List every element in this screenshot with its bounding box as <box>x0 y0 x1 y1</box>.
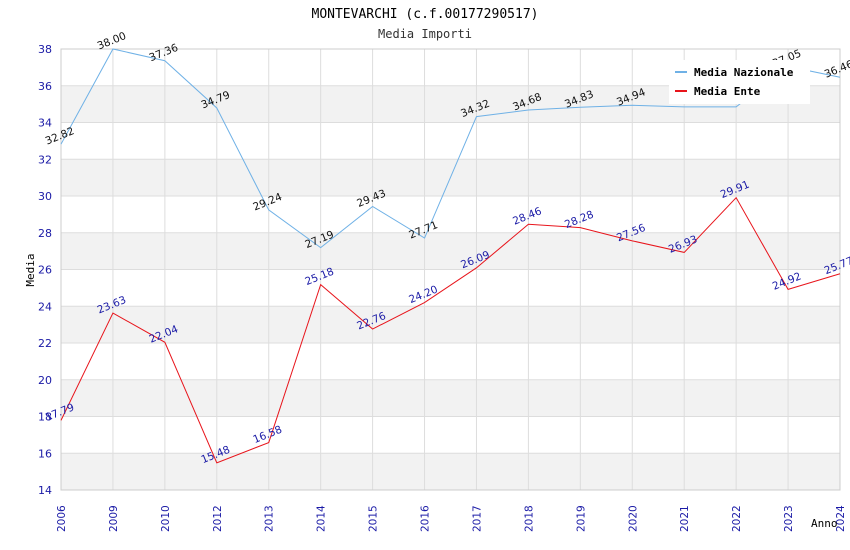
x-tick-label: 2015 <box>368 505 380 532</box>
y-tick-label: 32 <box>38 153 52 166</box>
legend-label: Media Nazionale <box>694 66 794 79</box>
x-tick-label: 2014 <box>316 505 328 532</box>
x-tick-label: 2012 <box>212 505 224 532</box>
x-axis-label: Anno <box>811 517 838 530</box>
x-tick-label: 2019 <box>575 505 587 532</box>
x-tick-label: 2023 <box>783 505 795 532</box>
y-tick-label: 38 <box>38 43 52 56</box>
legend-box <box>669 60 810 104</box>
x-tick-label: 2013 <box>264 505 276 532</box>
y-tick-label: 14 <box>38 484 52 497</box>
grid-band <box>61 453 840 490</box>
x-tick-label: 2024 <box>835 505 847 532</box>
y-tick-label: 18 <box>38 411 52 424</box>
x-tick-label: 2016 <box>420 505 432 532</box>
y-tick-label: 26 <box>38 264 52 277</box>
y-tick-label: 34 <box>38 117 52 130</box>
y-tick-label: 22 <box>38 337 52 350</box>
x-tick-label: 2009 <box>108 505 120 532</box>
grid-band <box>61 416 840 454</box>
grid-band <box>61 306 840 343</box>
grid-band <box>61 122 840 160</box>
y-tick-label: 30 <box>38 190 52 203</box>
x-tick-label: 2018 <box>523 505 535 532</box>
x-tick-label: 2017 <box>471 505 483 532</box>
grid-band <box>61 343 840 380</box>
grid-bands <box>60 48 841 491</box>
grid-band <box>61 196 840 233</box>
grid-band <box>61 269 840 307</box>
x-tick-label: 2021 <box>679 505 691 532</box>
chart-subtitle: Media Importi <box>378 27 472 41</box>
x-tick-label: 2010 <box>160 505 172 532</box>
y-tick-label: 24 <box>38 300 52 313</box>
x-tick-label: 2020 <box>627 505 639 532</box>
y-axis-label: Media <box>24 253 37 286</box>
series-layer <box>60 48 841 464</box>
legend: Media Nazionale Media Ente <box>669 60 810 104</box>
x-tick-label: 2006 <box>56 505 68 532</box>
series-line-media-ente <box>60 196 841 464</box>
y-tick-label: 16 <box>38 447 52 460</box>
series-line-media-nazionale <box>60 48 841 249</box>
grid-band <box>61 379 840 417</box>
legend-label: Media Ente <box>694 85 761 98</box>
chart-title: MONTEVARCHI (c.f.00177290517) <box>312 7 539 22</box>
y-tick-label: 36 <box>38 80 52 93</box>
plot-border <box>60 48 841 491</box>
y-tick-label: 20 <box>38 374 52 387</box>
x-tick-label: 2022 <box>731 505 743 532</box>
y-tick-label: 28 <box>38 227 52 240</box>
grid-band <box>61 232 840 270</box>
